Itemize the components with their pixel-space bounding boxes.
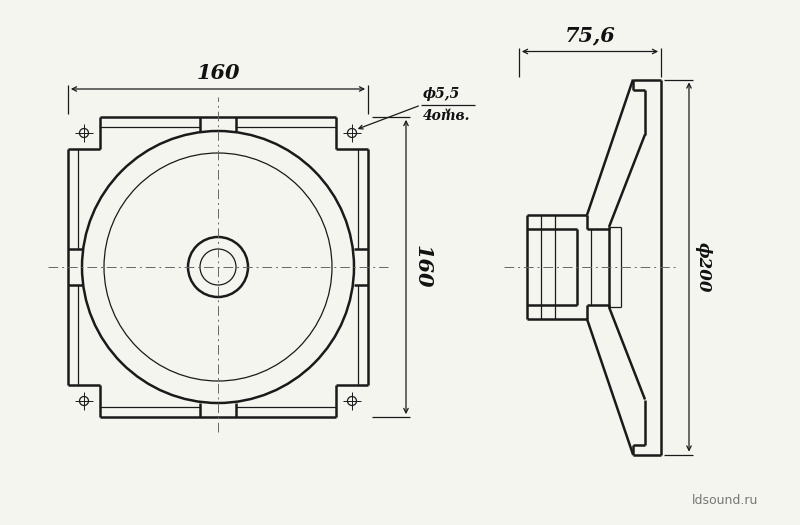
- Text: 160: 160: [196, 63, 240, 83]
- Text: 4отв.: 4отв.: [423, 109, 470, 123]
- Text: 160: 160: [413, 245, 433, 289]
- Text: 75,6: 75,6: [565, 26, 615, 46]
- Text: ϕ200: ϕ200: [695, 242, 712, 292]
- Text: ϕ5,5: ϕ5,5: [423, 87, 460, 101]
- Text: ldsound.ru: ldsound.ru: [692, 494, 758, 507]
